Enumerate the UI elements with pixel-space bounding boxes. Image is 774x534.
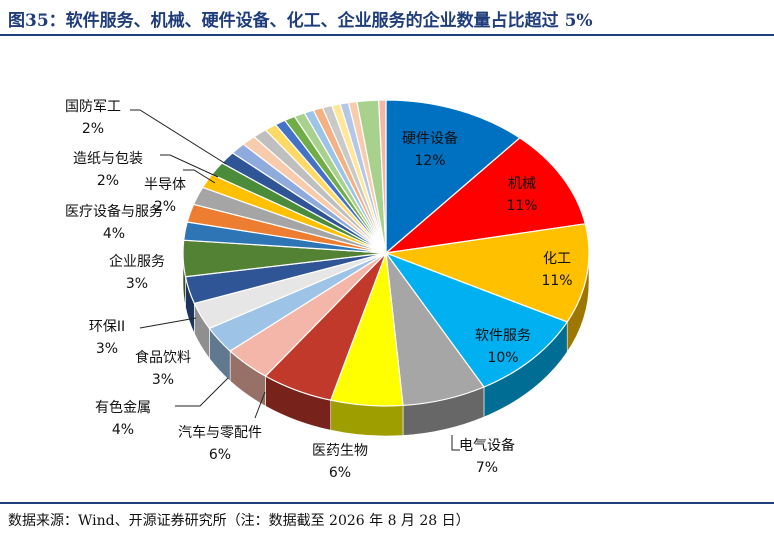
pie-slice-2: [383, 223, 590, 323]
slice-value-12: 2%: [154, 199, 176, 215]
slice-label-0: 硬件设备: [402, 130, 458, 147]
slice-label-1: 机械: [508, 176, 536, 192]
slice-label-11: 医疗设备与服务: [65, 203, 163, 220]
slice-value-3: 10%: [487, 350, 518, 366]
slice-label-6: 汽车与零配件: [178, 424, 262, 441]
slice-label-4: 电气设备: [459, 437, 515, 454]
slice-value-7: 4%: [112, 422, 134, 438]
slice-label-14: 国防军工: [65, 99, 121, 115]
slice-value-9: 3%: [96, 341, 118, 357]
slice-value-0: 12%: [414, 153, 445, 169]
slice-label-5: 医药生物: [312, 443, 368, 459]
slice-labels: 硬件设备 12% 机械 11% 化工 11% 软件服务 10% 电气设备 7% 医药生物 6% 汽车与零…: [65, 99, 573, 481]
slice-label-12: 半导体: [144, 177, 186, 193]
slice-value-10: 3%: [126, 276, 148, 292]
slice-value-1: 11%: [506, 198, 537, 214]
slice-label-3: 软件服务: [475, 328, 531, 344]
leader-line-7: [175, 377, 229, 407]
leader-lines: [130, 109, 460, 451]
slice-label-10: 企业服务: [109, 253, 165, 270]
slice-value-2: 11%: [541, 273, 572, 289]
slice-value-14: 2%: [82, 121, 104, 137]
slice-value-11: 4%: [103, 226, 125, 242]
pie-slice-32: [378, 99, 387, 254]
pie-slice-1: [384, 137, 587, 254]
leader-line-6: [254, 391, 266, 419]
slice-value-4: 7%: [476, 460, 498, 476]
slice-value-6: 6%: [209, 447, 231, 463]
slice-value-8: 3%: [152, 372, 174, 388]
slice-label-9: 环保II: [89, 319, 125, 335]
slice-label-13: 造纸与包装: [73, 151, 143, 167]
slice-value-13: 2%: [97, 173, 119, 189]
leader-line-4: [451, 435, 460, 451]
slice-label-8: 食品饮料: [135, 349, 191, 366]
leader-line-14: [130, 109, 227, 165]
source-divider: [0, 502, 774, 504]
pie-slices: [182, 99, 590, 407]
slice-value-5: 6%: [329, 465, 351, 481]
leader-line-13: [160, 154, 219, 178]
pie-slice-3: [384, 251, 569, 388]
leader-line-12: [183, 169, 216, 184]
slice-label-2: 化工: [543, 251, 571, 267]
chart-title: 图35：软件服务、机械、硬件设备、化工、企业服务的企业数量占比超过 5%: [8, 11, 593, 31]
title-divider: [0, 34, 774, 36]
source-note: 数据来源：Wind、开源证券研究所（注：数据截至 2026 年 8 月 28 日…: [8, 513, 470, 529]
leader-line-9: [139, 317, 197, 329]
pie-slice-0: [385, 99, 521, 255]
slice-label-7: 有色金属: [95, 399, 151, 416]
